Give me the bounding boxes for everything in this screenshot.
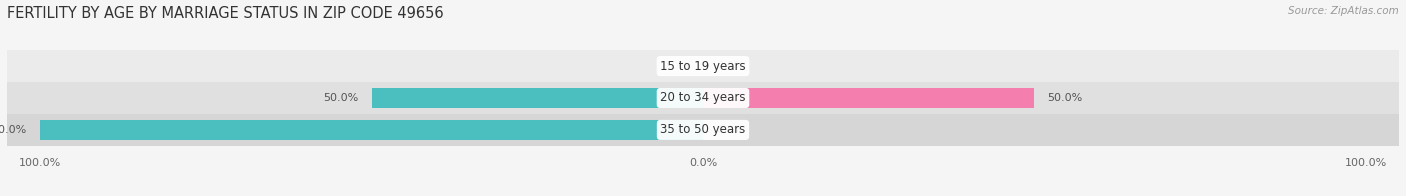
Text: 0.0%: 0.0% — [716, 125, 745, 135]
Bar — [7, 82, 1399, 114]
Text: 0.0%: 0.0% — [661, 61, 690, 71]
Bar — [7, 50, 1399, 82]
Bar — [7, 114, 1399, 146]
Text: 50.0%: 50.0% — [1047, 93, 1083, 103]
Text: 15 to 19 years: 15 to 19 years — [661, 60, 745, 73]
Text: FERTILITY BY AGE BY MARRIAGE STATUS IN ZIP CODE 49656: FERTILITY BY AGE BY MARRIAGE STATUS IN Z… — [7, 6, 444, 21]
Text: 20 to 34 years: 20 to 34 years — [661, 92, 745, 104]
Text: 35 to 50 years: 35 to 50 years — [661, 123, 745, 136]
Text: 50.0%: 50.0% — [323, 93, 359, 103]
Bar — [703, 88, 1035, 108]
Bar — [371, 88, 703, 108]
Bar — [41, 120, 703, 140]
Text: 0.0%: 0.0% — [716, 61, 745, 71]
Text: 100.0%: 100.0% — [0, 125, 27, 135]
Text: Source: ZipAtlas.com: Source: ZipAtlas.com — [1288, 6, 1399, 16]
